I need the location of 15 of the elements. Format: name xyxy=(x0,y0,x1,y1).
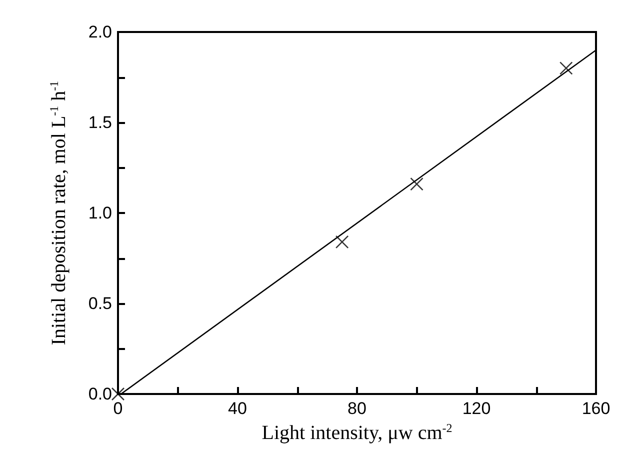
y-axis-title: Initial deposition rate, mol L-1 h-1 xyxy=(47,80,70,346)
y-tick-label: 1.0 xyxy=(88,204,112,222)
point xyxy=(335,235,349,249)
x-tick-label: 160 xyxy=(582,399,610,418)
x-tick-label: 40 xyxy=(228,399,247,418)
point xyxy=(111,387,125,401)
point xyxy=(559,62,573,75)
x-tick-label: 0 xyxy=(113,399,123,418)
y-tick-label: 2.0 xyxy=(88,22,112,42)
x-tick-label: 80 xyxy=(348,399,366,418)
x-tick-label: 120 xyxy=(462,399,491,418)
y-tick-label: 0.5 xyxy=(88,294,112,313)
y-tick-label: 1.5 xyxy=(88,113,112,132)
y-tick-label: 0.0 xyxy=(88,384,112,404)
point xyxy=(410,177,424,191)
